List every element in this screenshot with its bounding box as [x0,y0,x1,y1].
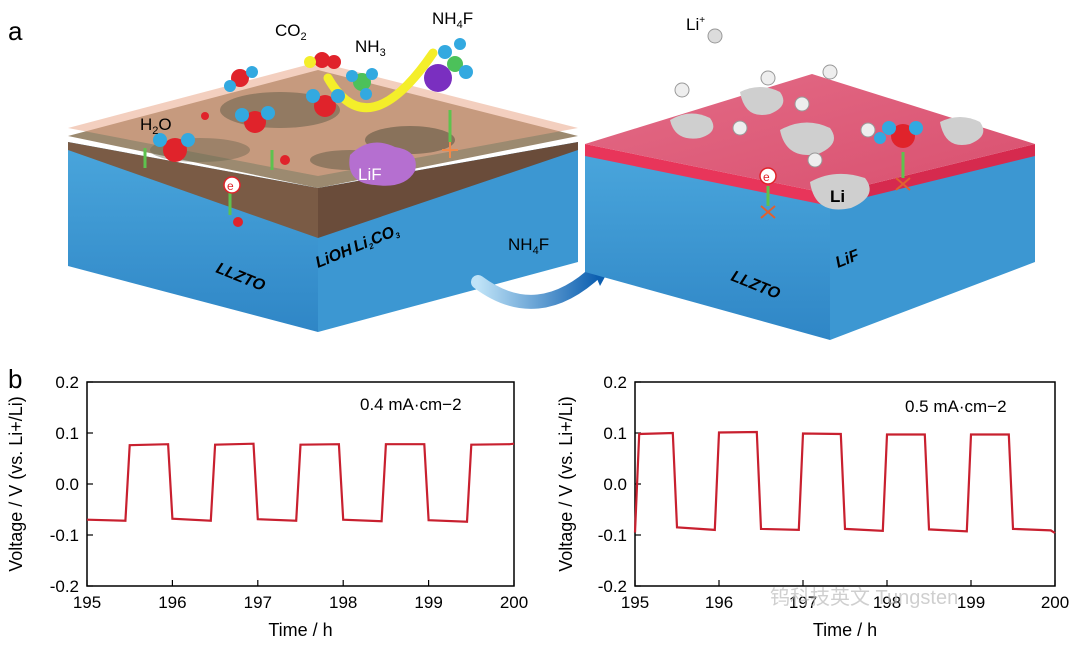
co2-label: CO2 [275,21,307,43]
y-tick-label: -0.2 [50,577,79,596]
y-tick-label: -0.1 [50,526,79,545]
x-axis-label: Time / h [268,620,332,640]
watermark: 钨科技英文 Tungsten [770,586,958,609]
y-tick-label: 0.2 [603,373,627,392]
nh4f-label-top: NH4F [432,9,473,31]
y-tick-label: -0.2 [598,577,627,596]
x-tick-label: 195 [621,593,649,612]
x-tick-label: 200 [1041,593,1069,612]
current-density-label: 0.5 mA·cm−2 [905,397,1007,416]
x-tick-label: 197 [789,593,817,612]
x-tick-label: 199 [957,593,985,612]
x-tick-label: 197 [244,593,272,612]
left-electron-label: e [227,179,234,193]
x-tick-label: 196 [705,593,733,612]
x-axis-label: Time / h [813,620,877,640]
voltage-series-line [86,442,515,523]
h2o-label: H2O [140,115,172,137]
nh4f-transition-label: NH4F [508,235,549,257]
x-tick-label: 195 [73,593,101,612]
y-tick-label: 0.0 [603,475,627,494]
lif-blob [349,142,416,186]
right-block-side-face [830,150,1035,340]
right-electron-label: e [763,170,770,184]
y-tick-label: 0.2 [55,373,79,392]
li-metal-label: Li [830,187,845,206]
x-tick-label: 198 [329,593,357,612]
panel-a-label: a [8,16,23,46]
li-blob [810,173,870,210]
voltage-chart-0-5: 195 196 197 198 199 200 -0.2 -0.1 0.0 0.1 0.2 Time … [556,373,1069,640]
x-tick-label: 198 [873,593,901,612]
x-tick-label: 200 [500,593,528,612]
nh3-label: NH3 [355,37,386,59]
current-density-label: 0.4 mA·cm−2 [360,395,462,414]
y-tick-label: 0.0 [55,475,79,494]
left-schematic: LiF [68,9,578,332]
y-axis-label: Voltage / V (vs. Li+/Li) [556,396,576,572]
li-ion-label: Li+ [686,15,705,34]
panel-b-label: b [8,364,22,394]
x-tick-label: 199 [414,593,442,612]
voltage-chart-0-4: 195 196 197 198 199 200 -0.2 -0.1 0.0 0.1 0.2 Time … [6,373,528,640]
lif-label: LiF [358,165,382,184]
y-tick-label: 0.1 [603,424,627,443]
voltage-series-line [633,430,1056,534]
x-tick-label: 196 [158,593,186,612]
y-tick-label: -0.1 [598,526,627,545]
y-tick-label: 0.1 [55,424,79,443]
y-axis-label: Voltage / V (vs. Li+/Li) [6,396,26,572]
molecules [153,38,473,227]
right-schematic: Li Li+ e LLZTO LiF [585,15,1035,340]
